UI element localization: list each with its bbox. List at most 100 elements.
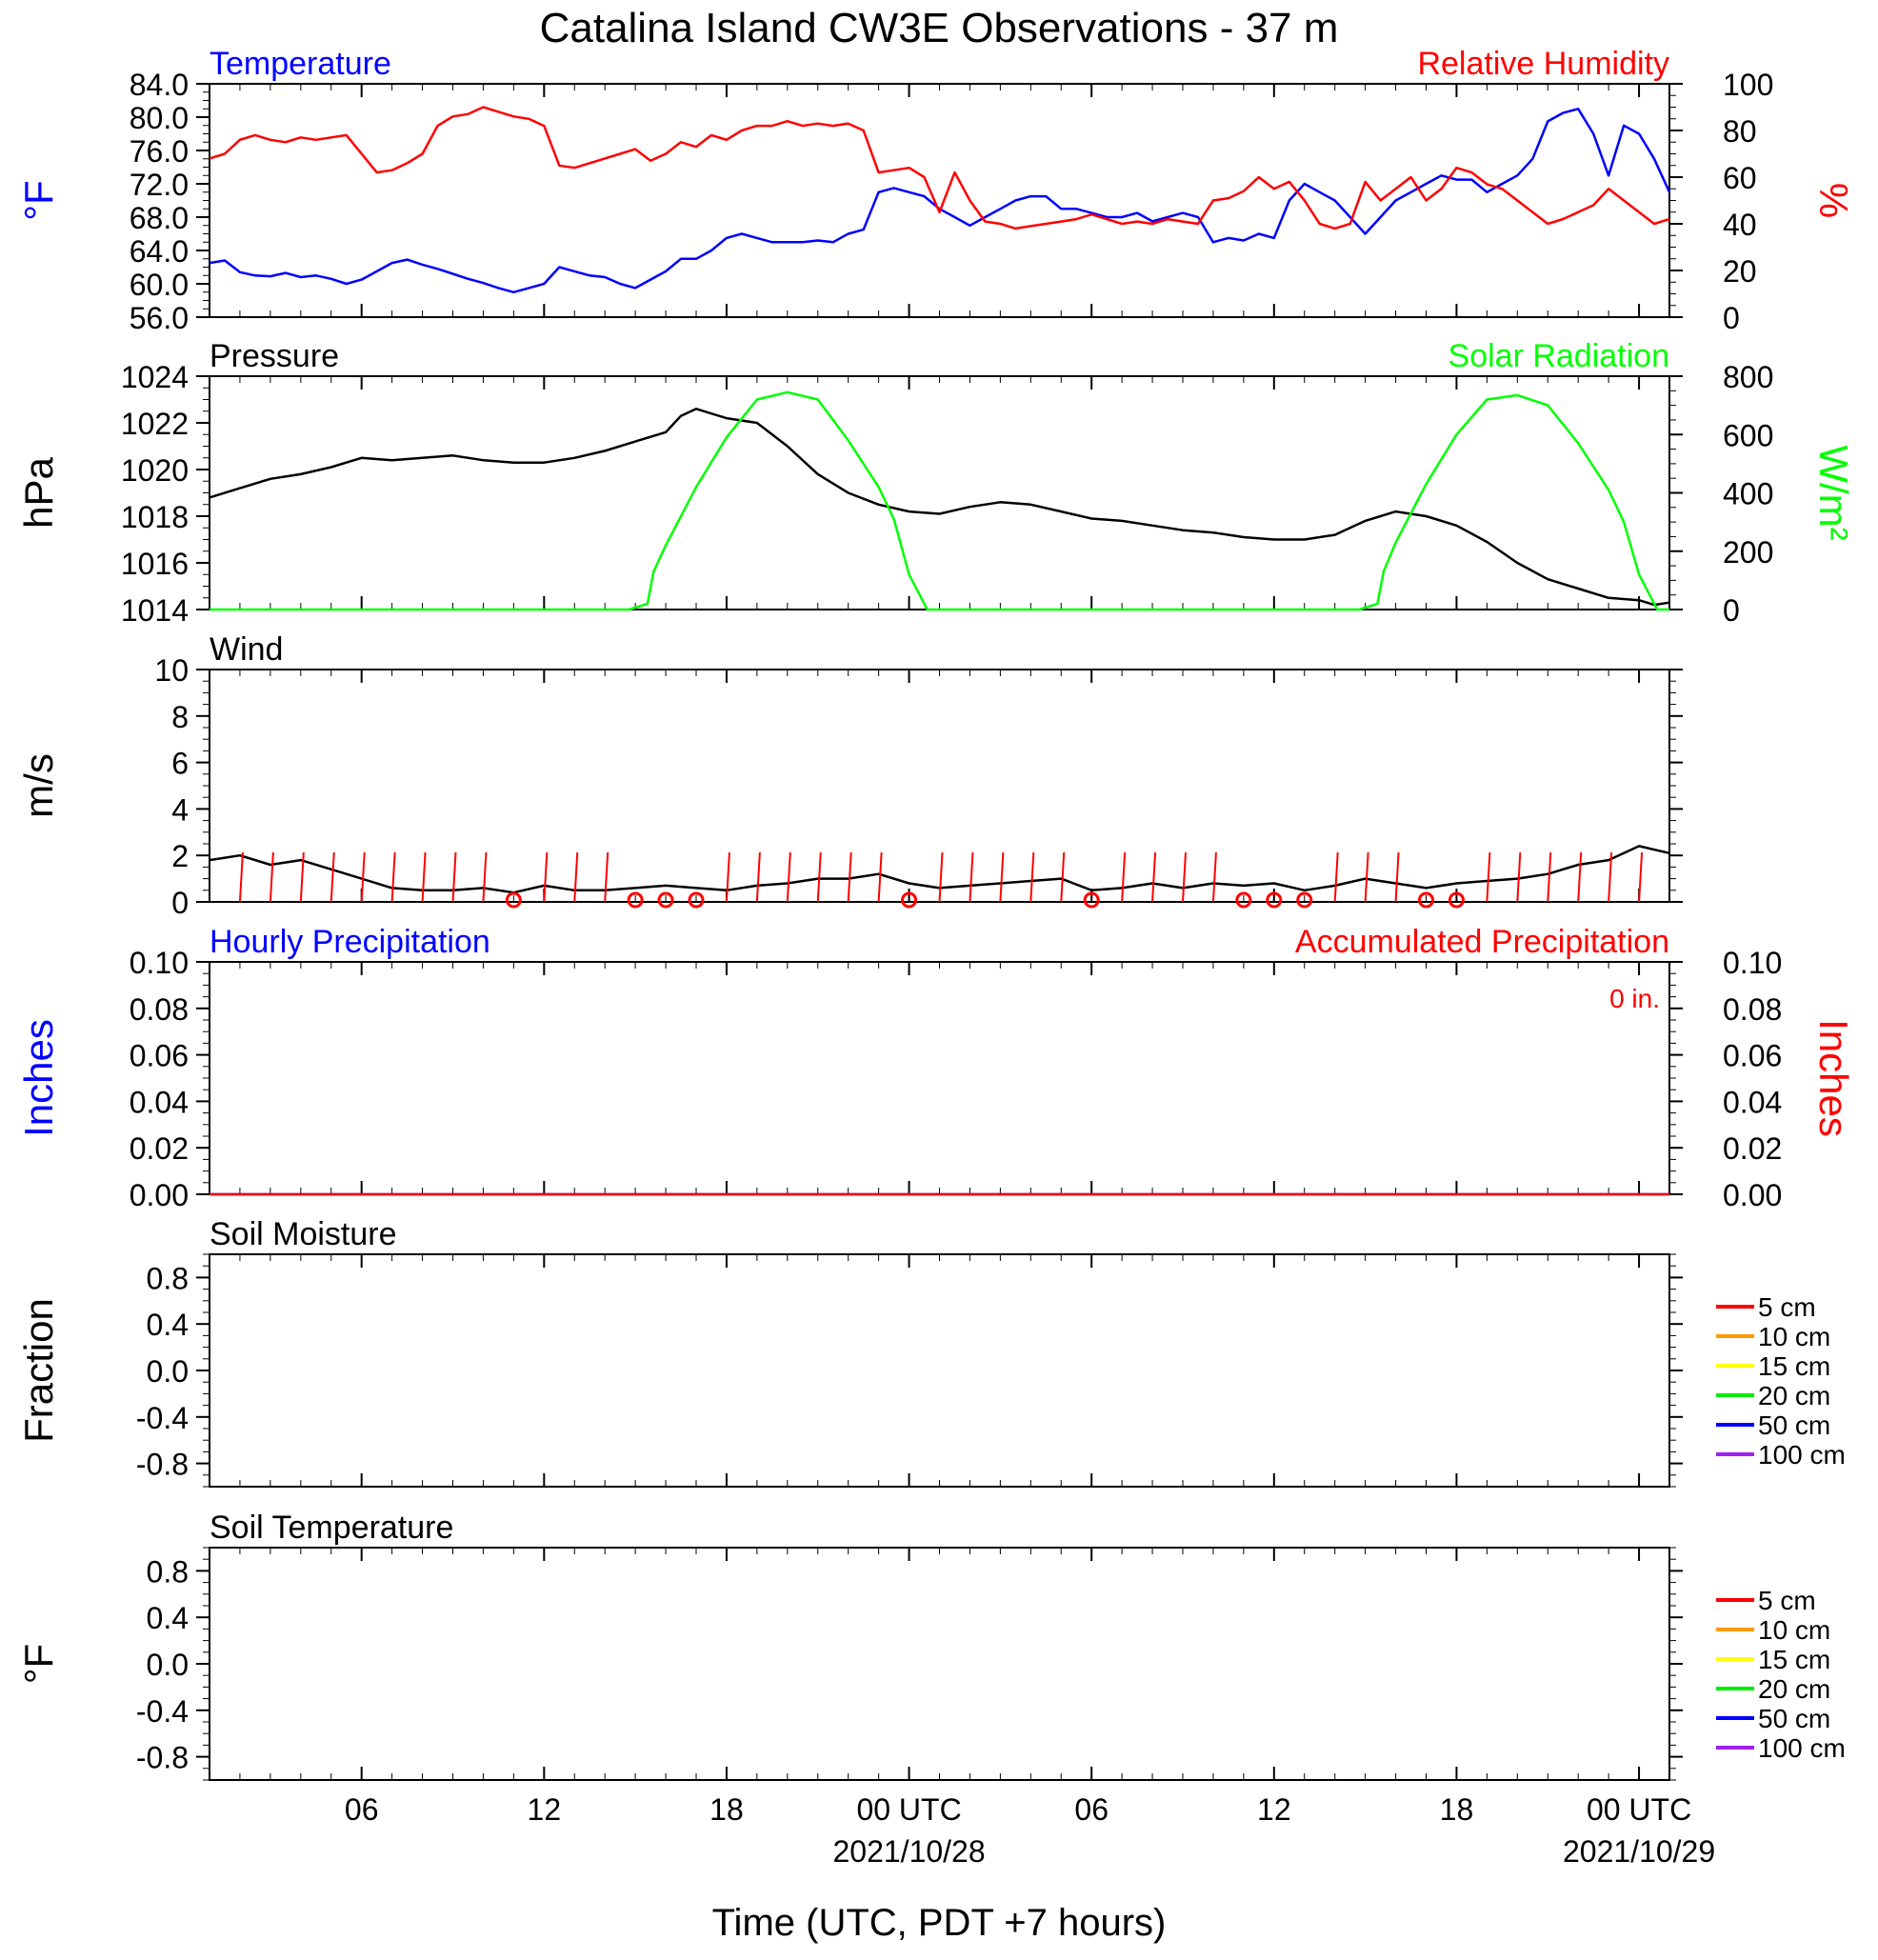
y-tick-label-left: 56.0 bbox=[130, 301, 189, 335]
y-tick-label-left: -0.8 bbox=[136, 1741, 189, 1775]
wind-calm-marker bbox=[505, 891, 522, 909]
y-tick-label-right: 0.06 bbox=[1723, 1039, 1782, 1073]
legend-label: 100 cm bbox=[1758, 1733, 1846, 1763]
wind-calm-marker bbox=[688, 891, 705, 909]
wind-barb bbox=[1516, 851, 1522, 903]
wind-calm-marker bbox=[1235, 891, 1252, 909]
wind-calm-marker bbox=[1266, 891, 1283, 909]
x-tick-label: 00 UTC bbox=[856, 1792, 961, 1827]
y-tick-label-left: 64.0 bbox=[130, 234, 189, 269]
y-tick-label-right: 0.02 bbox=[1723, 1131, 1782, 1166]
panel-frame-soil_temperature bbox=[209, 1547, 1670, 1781]
y-axis-label-left: hPa bbox=[16, 456, 61, 528]
y-tick-label-left: 10 bbox=[154, 653, 189, 688]
x-tick-label: 18 bbox=[1440, 1792, 1474, 1827]
x-tick-label: 06 bbox=[1074, 1792, 1109, 1827]
y-tick-label-right: 60 bbox=[1723, 161, 1757, 195]
wind-calm-marker bbox=[901, 891, 918, 909]
wind-calm-marker bbox=[1418, 891, 1434, 909]
y-tick-label-left: 0.06 bbox=[130, 1039, 189, 1073]
x-tick-date-label: 2021/10/29 bbox=[1563, 1834, 1715, 1869]
wind-barb bbox=[786, 851, 791, 903]
panel-title-left: Wind bbox=[210, 631, 283, 668]
y-tick-label-left: 84.0 bbox=[130, 68, 189, 102]
wind-barb bbox=[482, 851, 488, 903]
y-tick-label-left: 1022 bbox=[121, 407, 189, 441]
panel-title-right: Accumulated Precipitation bbox=[1295, 924, 1669, 960]
y-tick-label-left: 1014 bbox=[121, 593, 189, 628]
y-tick-label-right: 0 bbox=[1723, 593, 1740, 628]
wind-barb bbox=[1577, 851, 1583, 903]
wind-barb bbox=[1394, 851, 1400, 903]
wind-barb bbox=[238, 851, 244, 903]
wind-barb bbox=[1182, 851, 1187, 903]
legend-label: 100 cm bbox=[1758, 1440, 1846, 1470]
wind-barb bbox=[1333, 851, 1339, 903]
y-tick-label-left: 0.08 bbox=[130, 992, 189, 1027]
wind-barb bbox=[1151, 851, 1157, 903]
x-axis-label: Time (UTC, PDT +7 hours) bbox=[712, 1902, 1167, 1944]
y-axis-label-right: % bbox=[1811, 183, 1856, 218]
y-tick-label-left: 2 bbox=[171, 839, 189, 873]
panel-title-right: Relative Humidity bbox=[1417, 46, 1669, 82]
y-tick-label-left: 1016 bbox=[121, 547, 189, 581]
wind-barb bbox=[604, 851, 609, 903]
wind-barb bbox=[1608, 851, 1613, 903]
y-tick-label-left: 0 bbox=[171, 886, 189, 920]
wind-barb bbox=[451, 851, 457, 903]
wind-barb bbox=[755, 851, 761, 903]
panel-frame-pressure_solar bbox=[209, 375, 1670, 610]
y-tick-label-left: 72.0 bbox=[130, 168, 189, 202]
legend-label: 50 cm bbox=[1758, 1410, 1830, 1440]
precip-total-annotation: 0 in. bbox=[1609, 984, 1660, 1013]
panel-title-left: Hourly Precipitation bbox=[210, 924, 490, 960]
y-tick-label-left: 8 bbox=[171, 700, 189, 734]
panel-title-left: Pressure bbox=[210, 338, 339, 374]
series-line-pressure bbox=[209, 408, 1670, 607]
y-tick-label-left: 68.0 bbox=[130, 201, 189, 235]
wind-barb bbox=[421, 851, 427, 903]
wind-barb bbox=[1547, 851, 1552, 903]
wind-barb bbox=[725, 851, 730, 903]
legend-label: 15 cm bbox=[1758, 1351, 1830, 1381]
y-axis-label-left: m/s bbox=[16, 753, 61, 818]
y-tick-label-left: 80.0 bbox=[130, 101, 189, 135]
panel-title-left: Temperature bbox=[210, 46, 391, 82]
y-tick-label-right: 0.04 bbox=[1723, 1085, 1782, 1119]
x-tick-label: 12 bbox=[1257, 1792, 1291, 1827]
wind-barb bbox=[999, 851, 1005, 903]
y-tick-label-right: 40 bbox=[1723, 208, 1757, 242]
panel-frame-soil_moisture bbox=[209, 1253, 1670, 1488]
panel-title-left: Soil Temperature bbox=[210, 1510, 453, 1546]
wind-barb bbox=[816, 851, 822, 903]
y-tick-label-left: 0.8 bbox=[147, 1554, 189, 1589]
y-tick-label-right: 20 bbox=[1723, 254, 1757, 289]
legend-label: 10 cm bbox=[1758, 1615, 1830, 1645]
legend-label: 5 cm bbox=[1758, 1586, 1816, 1615]
y-tick-label-right: 80 bbox=[1723, 114, 1757, 149]
panel-title-right: Solar Radiation bbox=[1448, 338, 1669, 374]
wind-barb bbox=[543, 851, 549, 903]
y-tick-label-right: 200 bbox=[1723, 535, 1773, 570]
panel-frame-temp_rh bbox=[209, 83, 1670, 318]
panels-layer: 84.080.076.072.068.064.060.056.010080604… bbox=[16, 46, 1856, 1869]
legend-label: 20 cm bbox=[1758, 1674, 1830, 1704]
wind-barb bbox=[390, 851, 396, 903]
y-tick-label-left: 0.04 bbox=[130, 1085, 189, 1119]
x-tick-label: 18 bbox=[709, 1792, 744, 1827]
wind-barb bbox=[938, 851, 944, 903]
y-tick-label-left: 0.4 bbox=[147, 1308, 189, 1342]
series-line-temperature bbox=[209, 108, 1671, 294]
y-tick-label-left: 0.0 bbox=[147, 1648, 189, 1682]
legend-label: 50 cm bbox=[1758, 1704, 1830, 1733]
wind-barb bbox=[330, 851, 335, 903]
wind-barb bbox=[847, 851, 852, 903]
wind-calm-marker bbox=[1083, 891, 1100, 909]
legend-label: 10 cm bbox=[1758, 1322, 1830, 1351]
wind-barb bbox=[1029, 851, 1035, 903]
y-tick-label-left: -0.8 bbox=[136, 1448, 189, 1482]
y-tick-label-right: 600 bbox=[1723, 418, 1773, 452]
y-axis-label-left: °F bbox=[16, 180, 61, 220]
